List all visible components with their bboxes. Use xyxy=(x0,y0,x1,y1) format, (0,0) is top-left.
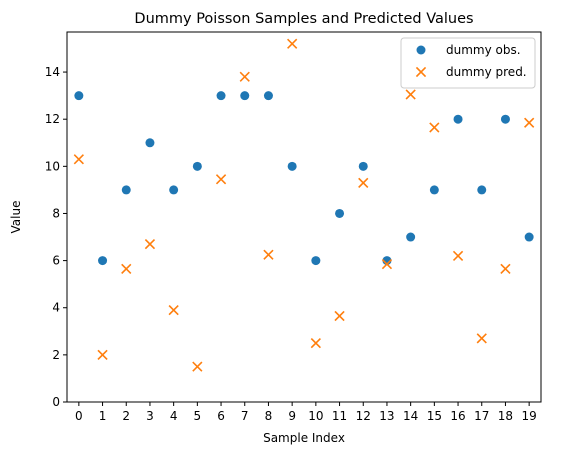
pred-point xyxy=(121,263,132,274)
x-tick-label: 17 xyxy=(474,409,489,423)
y-tick-label: 12 xyxy=(45,112,60,126)
obs-point xyxy=(524,232,534,242)
x-tick-label: 4 xyxy=(170,409,178,423)
pred-point xyxy=(429,122,440,133)
pred-point xyxy=(215,174,227,185)
obs-point xyxy=(453,114,463,124)
chart-marks xyxy=(73,38,535,372)
pred-point xyxy=(476,333,487,344)
pred-point xyxy=(358,177,369,188)
x-tick-label: 9 xyxy=(288,409,296,423)
y-tick-label: 6 xyxy=(52,254,60,268)
pred-point xyxy=(192,361,203,372)
obs-point xyxy=(169,185,179,195)
legend-marker-pred xyxy=(415,66,427,78)
obs-point xyxy=(406,232,416,242)
pred-point xyxy=(524,117,535,128)
x-tick-label: 12 xyxy=(356,409,371,423)
legend-label-obs: dummy obs. xyxy=(446,43,521,57)
chart-title: Dummy Poisson Samples and Predicted Valu… xyxy=(134,11,473,27)
pred-point xyxy=(334,310,345,322)
obs-point xyxy=(98,256,108,266)
obs-point xyxy=(287,161,297,171)
obs-point xyxy=(145,138,155,148)
x-tick-label: 19 xyxy=(522,409,537,423)
pred-point xyxy=(263,249,274,260)
y-tick-label: 10 xyxy=(45,159,60,173)
x-axis: 0 1 2 3 4 5 6 7 8 9 10 11 12 13 14 15 16 17 18 19 xyxy=(75,402,537,423)
x-tick-label: 11 xyxy=(332,409,347,423)
y-tick-label: 2 xyxy=(52,348,60,362)
x-tick-label: 10 xyxy=(308,409,323,423)
x-tick-label: 6 xyxy=(217,409,225,423)
x-tick-label: 3 xyxy=(146,409,154,423)
x-axis-label: Sample Index xyxy=(263,431,345,445)
legend: dummy obs. dummy pred. xyxy=(400,37,536,89)
y-axis-label: Value xyxy=(9,201,23,234)
x-tick-label: 7 xyxy=(241,409,249,423)
obs-point xyxy=(429,185,439,195)
obs-point xyxy=(240,91,250,101)
pred-point xyxy=(500,263,511,274)
plot-area xyxy=(66,31,542,403)
x-tick-label: 15 xyxy=(427,409,442,423)
x-tick-label: 18 xyxy=(498,409,513,423)
x-tick-label: 5 xyxy=(194,409,202,423)
pred-point xyxy=(310,337,321,349)
axes-frame xyxy=(66,31,542,403)
pred-point xyxy=(452,250,464,262)
legend-marker-obs xyxy=(416,45,426,55)
obs-point xyxy=(74,91,84,101)
x-tick-label: 2 xyxy=(122,409,130,423)
y-tick-label: 8 xyxy=(52,206,60,220)
y-tick-label: 4 xyxy=(52,301,60,315)
obs-point xyxy=(358,161,368,171)
pred-point xyxy=(73,154,84,165)
obs-point xyxy=(335,208,345,218)
y-axis: 0 2 4 6 8 10 12 14 xyxy=(45,65,67,409)
pred-point xyxy=(239,71,250,82)
obs-point xyxy=(500,114,510,124)
x-tick-label: 13 xyxy=(379,409,394,423)
obs-point xyxy=(121,185,131,195)
legend-box xyxy=(400,37,536,89)
obs-point xyxy=(216,91,226,101)
x-tick-label: 8 xyxy=(265,409,273,423)
pred-point xyxy=(97,349,108,360)
pred-point xyxy=(168,304,179,316)
obs-point xyxy=(477,185,487,195)
pred-point xyxy=(287,38,298,49)
x-tick-label: 1 xyxy=(99,409,107,423)
pred-point xyxy=(144,238,156,250)
x-tick-label: 0 xyxy=(75,409,83,423)
obs-point xyxy=(263,91,273,101)
y-tick-label: 14 xyxy=(45,65,60,79)
obs-point xyxy=(311,256,321,266)
x-tick-label: 16 xyxy=(450,409,465,423)
y-tick-label: 0 xyxy=(52,395,60,409)
legend-label-pred: dummy pred. xyxy=(446,65,527,79)
obs-point xyxy=(192,161,202,171)
pred-point xyxy=(381,259,393,270)
x-tick-label: 14 xyxy=(403,409,418,423)
pred-point xyxy=(405,89,416,100)
